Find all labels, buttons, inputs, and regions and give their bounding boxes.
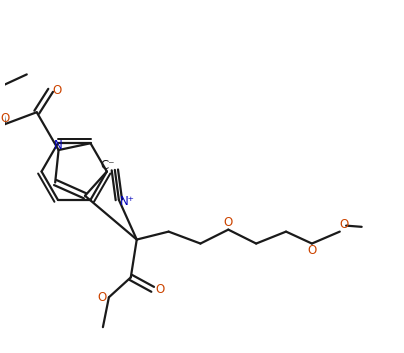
- Text: O: O: [155, 283, 164, 296]
- Text: O: O: [339, 218, 348, 231]
- Text: O: O: [53, 84, 62, 97]
- Text: O: O: [307, 244, 316, 257]
- Text: N: N: [54, 139, 63, 152]
- Text: O: O: [0, 112, 9, 125]
- Text: N⁺: N⁺: [120, 195, 135, 208]
- Text: O: O: [224, 216, 233, 229]
- Text: O: O: [97, 291, 106, 304]
- Text: C⁻: C⁻: [101, 160, 115, 172]
